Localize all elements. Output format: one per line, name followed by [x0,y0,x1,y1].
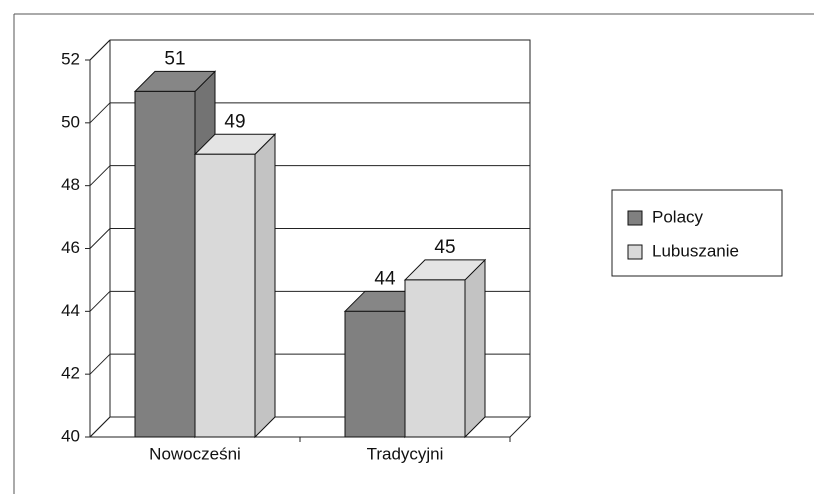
y-tick-label: 42 [61,364,80,383]
grid-line [90,166,110,186]
grid-line [90,40,110,60]
bar [195,154,255,437]
data-label: 45 [434,237,455,258]
bar-side [465,260,485,437]
grid-line [90,354,110,374]
bar [135,91,195,437]
y-tick-label: 44 [61,301,80,320]
legend-swatch [628,245,642,259]
chart: 40 42 44 46 48 50 52 Nowocześni Tradycyjni 51 44 Po… [0,0,814,494]
bar [345,311,405,437]
legend-label: Lubuszanie [652,241,739,260]
y-tick-label: 52 [61,49,80,68]
y-tick-label: 48 [61,175,80,194]
x-tick-label: Nowocześni [149,444,241,463]
bar-side [255,134,275,437]
data-label: 49 [224,111,245,132]
data-label: 51 [164,48,185,69]
legend-label: Polacy [652,207,704,226]
x-tick-label: Tradycyjni [367,444,444,463]
legend-swatch [628,211,642,225]
grid-line [90,103,110,123]
legend-box [612,190,782,276]
grid-line [90,229,110,249]
grid-line [90,417,110,437]
grid-line [90,291,110,311]
y-tick-label: 46 [61,238,80,257]
y-tick-label: 50 [61,112,80,131]
data-label: 44 [374,268,396,289]
y-tick-label: 40 [61,426,80,445]
bar [405,280,465,437]
